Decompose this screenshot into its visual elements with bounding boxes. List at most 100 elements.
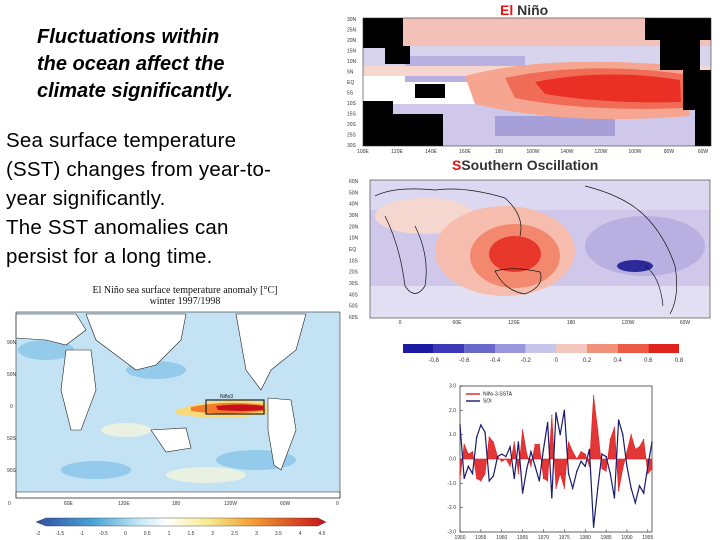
series-nino3-point bbox=[467, 453, 469, 455]
left-colorbar-tick: 2 bbox=[211, 531, 214, 537]
series-soi-point bbox=[638, 485, 641, 487]
so-lat-tick: 30N bbox=[349, 213, 359, 219]
so-colorbar-swatch bbox=[648, 344, 679, 353]
so-lon-tick: 180 bbox=[567, 320, 576, 326]
series-soi-point bbox=[559, 433, 561, 436]
left-lon-tick: 120W bbox=[224, 501, 237, 507]
so-lat-tick: 50S bbox=[349, 304, 359, 310]
series-soi-point bbox=[521, 492, 524, 494]
so-lon-tick: 60W bbox=[680, 320, 691, 326]
nino3-box bbox=[205, 399, 265, 415]
left-lat-tick: 50S bbox=[7, 436, 17, 442]
series-nino3-point bbox=[626, 451, 628, 453]
so-colorbar bbox=[403, 344, 679, 353]
x-tick-label: 1975 bbox=[559, 535, 570, 540]
series-nino3-point bbox=[597, 429, 599, 431]
series-soi-point bbox=[571, 487, 574, 489]
series-soi-point bbox=[471, 472, 474, 475]
so-lat-tick: 50N bbox=[349, 190, 359, 196]
series-soi-point bbox=[588, 448, 591, 450]
x-tick-label: 1990 bbox=[621, 535, 632, 540]
left-colorbar-tick: -2 bbox=[36, 531, 41, 537]
el-nino-warm-core bbox=[535, 74, 681, 103]
so-lat-tick: 60N bbox=[349, 179, 359, 185]
left-colorbar-tick: 1.5 bbox=[187, 531, 194, 537]
series-nino3-point bbox=[613, 426, 616, 428]
el-nino-lon-tick: 160E bbox=[459, 149, 471, 155]
series-nino3-point bbox=[538, 443, 540, 445]
southern-oscillation-map: 60N 50N 40N 30N 20N 10N EQ 10S 20S 30S 40S 50S 60S 0… bbox=[349, 179, 711, 364]
series-soi-point bbox=[563, 409, 566, 412]
so-colorbar-swatch bbox=[556, 344, 587, 353]
series-nino3-point bbox=[580, 451, 582, 453]
left-lon-tick: 60E bbox=[64, 501, 74, 507]
left-lat-tick: 50N bbox=[7, 372, 17, 378]
el-nino-lat-tick: 20N bbox=[347, 38, 357, 44]
so-colorbar-tick: -0.8 bbox=[428, 358, 439, 364]
series-soi-point bbox=[613, 497, 616, 499]
left-lat-tick: 90N bbox=[7, 340, 17, 346]
left-colorbar-tick: -1 bbox=[79, 531, 84, 537]
series-soi-point bbox=[496, 455, 499, 458]
landmass-africa bbox=[60, 349, 97, 431]
series-soi-point bbox=[488, 480, 490, 482]
left-lon-tick: 60W bbox=[280, 501, 291, 507]
legend-label: SOI bbox=[483, 399, 492, 405]
so-title-part1: SSouthern bbox=[452, 157, 523, 173]
el-nino-lon-tick: 160W bbox=[526, 149, 539, 155]
series-nino3-point bbox=[563, 487, 565, 489]
el-nino-lat-tick: 15N bbox=[347, 49, 357, 55]
el-nino-title-part2: Niño bbox=[517, 2, 549, 18]
left-colorbar-tick: -1.5 bbox=[56, 531, 65, 537]
so-lat-tick: 10N bbox=[349, 236, 359, 242]
so-lat-tick: 20N bbox=[349, 224, 359, 230]
series-nino3-point bbox=[547, 480, 549, 482]
x-tick-label: 1960 bbox=[496, 535, 507, 540]
series-soi-point bbox=[492, 475, 495, 477]
series-nino3-point bbox=[484, 473, 486, 475]
series-soi-point bbox=[617, 419, 620, 421]
y-tick-label: 1.0 bbox=[449, 432, 456, 438]
series-nino3-point bbox=[501, 460, 503, 463]
series-nino3-point bbox=[530, 465, 532, 467]
el-nino-lon-tick: 120E bbox=[391, 149, 403, 155]
so-positive-core bbox=[489, 236, 541, 272]
x-tick-label: 1965 bbox=[517, 535, 528, 540]
series-nino3-point bbox=[592, 395, 595, 397]
so-lat-tick: 10S bbox=[349, 258, 359, 264]
x-tick-label: 1985 bbox=[601, 535, 612, 540]
so-lon-tick: 0 bbox=[399, 320, 402, 326]
series-soi-point bbox=[501, 453, 503, 455]
series-nino3-point bbox=[618, 490, 620, 492]
series-nino3-point bbox=[542, 477, 545, 480]
so-colorbar-swatch bbox=[587, 344, 618, 353]
el-nino-lon-tick: 140E bbox=[425, 149, 437, 155]
so-colorbar-tick: -0.6 bbox=[459, 358, 470, 364]
legend-label: Niño-3-SSTA bbox=[483, 392, 513, 398]
el-nino-lat-tick: 25S bbox=[347, 133, 357, 139]
series-soi-point bbox=[626, 465, 628, 467]
el-nino-lat-tick: 30N bbox=[347, 17, 357, 23]
el-nino-lat-tick: 30S bbox=[347, 143, 357, 149]
el-nino-lon-tick: 80W bbox=[664, 149, 675, 155]
series-soi-point bbox=[463, 477, 465, 480]
series-soi-point bbox=[592, 526, 595, 528]
series-soi-point bbox=[580, 460, 582, 463]
x-tick-label: 1955 bbox=[475, 535, 486, 540]
left-colorbar-tick: 2.5 bbox=[231, 531, 238, 537]
series-nino3-point bbox=[643, 438, 645, 441]
so-lat-tick: 40S bbox=[349, 292, 359, 298]
left-map-title-line2: winter 1997/1998 bbox=[149, 296, 221, 307]
so-colorbar-tick: 0.4 bbox=[613, 358, 622, 364]
el-nino-lat-tick: 15S bbox=[347, 112, 357, 118]
series-soi-point bbox=[538, 480, 541, 482]
so-colorbar-tick: 0.6 bbox=[644, 358, 653, 364]
so-colorbar-swatch bbox=[495, 344, 526, 353]
landmass-north-america bbox=[235, 313, 307, 391]
series-soi-point bbox=[509, 446, 511, 448]
series-nino3-point bbox=[471, 451, 474, 453]
y-tick-label: 0.0 bbox=[449, 457, 456, 463]
left-colorbar-tick: 4 bbox=[299, 531, 302, 537]
series-soi-point bbox=[567, 472, 570, 475]
y-tick-label: 2.0 bbox=[449, 408, 456, 414]
